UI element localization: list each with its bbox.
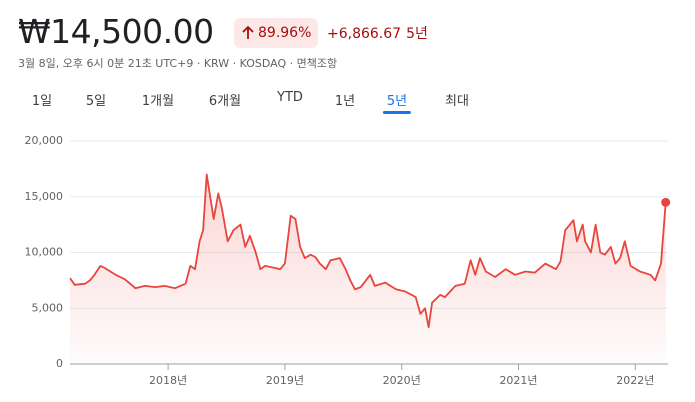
range-tab[interactable]: 5일: [85, 94, 107, 109]
area: [70, 174, 666, 364]
range-tab[interactable]: 1년: [334, 94, 356, 109]
line: [69, 173, 667, 329]
change-period: 5년: [406, 26, 428, 42]
x-tick-label: 2019년: [266, 374, 304, 387]
y-tick-label: 0: [56, 357, 63, 370]
range-tab[interactable]: 6개월: [208, 94, 242, 109]
range-tab[interactable]: 최대: [445, 94, 469, 109]
x-tick-label: 2020년: [383, 374, 421, 387]
x-tick-label: 2018년: [149, 374, 187, 387]
price: ₩14,500.00: [18, 12, 214, 51]
subtitle: 3월 8일, 오후 6시 0분 21초 UTC+9 · KRW · KOSDAQ…: [18, 57, 338, 70]
range-tab[interactable]: 5년: [382, 90, 412, 114]
range-tab[interactable]: 1개월: [141, 94, 175, 109]
y-tick-label: 15,000: [25, 190, 64, 203]
range-tab[interactable]: YTD: [277, 90, 303, 105]
range-tab[interactable]: 1일: [31, 94, 53, 109]
change-value: +6,866.67: [327, 26, 402, 42]
change-pct: 89.96%: [258, 25, 312, 41]
x-tick-label: 2022년: [616, 374, 654, 387]
y-tick-label: 20,000: [25, 134, 64, 147]
last-point: [661, 197, 671, 207]
y-tick-label: 5,000: [32, 301, 64, 314]
up-arrow: [242, 26, 254, 39]
change-badge: 89.96%: [234, 18, 318, 48]
change-abs: +6,866.67 5년: [327, 23, 428, 43]
x-tick-label: 2021년: [499, 374, 537, 387]
range-tabs: 1일 5일 1개월 6개월 YTD 1년 5년 최대: [0, 88, 695, 118]
y-tick-label: 10,000: [25, 246, 64, 259]
